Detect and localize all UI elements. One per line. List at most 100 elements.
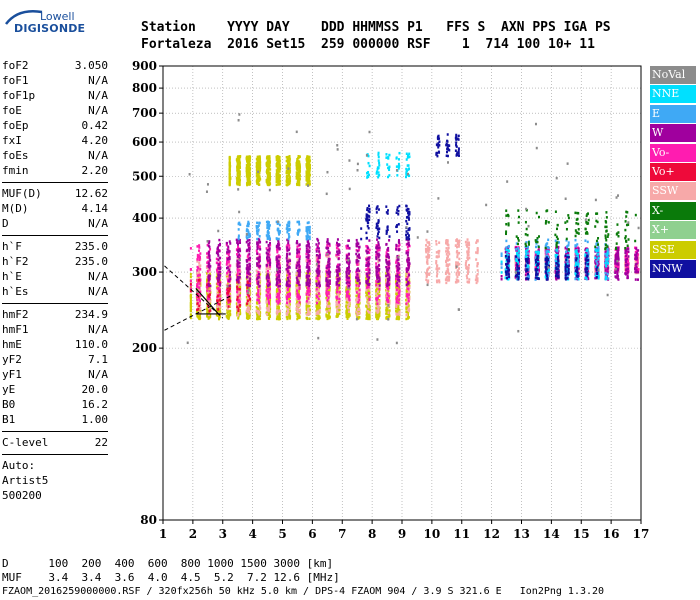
- echo-dot: [397, 286, 400, 290]
- echo-dot: [255, 165, 258, 168]
- echo-dot: [377, 258, 380, 262]
- echo-dot: [365, 257, 368, 260]
- echo-dot: [238, 170, 241, 173]
- echo-dot: [396, 259, 399, 262]
- echo-dot: [238, 281, 241, 284]
- echo-dot: [228, 161, 231, 165]
- echo-dot: [287, 278, 290, 281]
- echo-dot: [257, 282, 260, 285]
- echo-dot: [346, 317, 349, 320]
- echo-dot: [287, 180, 290, 184]
- echo-dot: [238, 300, 241, 303]
- echo-dot: [437, 279, 440, 282]
- echo-dot: [544, 261, 547, 265]
- echo-dot: [597, 270, 600, 274]
- echo-dot: [216, 307, 219, 311]
- echo-dot: [604, 263, 607, 267]
- echo-dot: [357, 302, 360, 306]
- echo-dot: [517, 269, 520, 272]
- echo-dot: [296, 172, 299, 176]
- echo-dot: [375, 290, 378, 294]
- echo-dot: [507, 262, 510, 265]
- echo-dot: [316, 310, 319, 313]
- echo-dot: [269, 168, 272, 171]
- echo-dot: [535, 254, 538, 258]
- echo-dot: [476, 264, 479, 268]
- echo-dot: [298, 315, 301, 318]
- echo-dot: [276, 258, 279, 262]
- echo-dot: [306, 259, 309, 262]
- echo-dot: [335, 295, 338, 298]
- echo-dot: [277, 177, 280, 180]
- param-value: N/A: [88, 368, 108, 381]
- echo-dot: [398, 275, 401, 278]
- echo-dot: [345, 311, 348, 315]
- echo-dot: [199, 311, 202, 315]
- echo-dot: [208, 285, 211, 288]
- echo-dot: [208, 311, 211, 314]
- echo-dot: [207, 315, 210, 318]
- echo-dot: [206, 286, 209, 289]
- echo-dot: [189, 304, 192, 308]
- echo-dot: [266, 261, 269, 265]
- echo-dot: [247, 168, 250, 171]
- echo-dot: [567, 271, 570, 275]
- echo-dot: [385, 312, 388, 315]
- echo-dot: [208, 314, 211, 318]
- grid-layer: [162, 65, 642, 521]
- echo-dot: [275, 257, 278, 261]
- echo-dot: [306, 159, 309, 163]
- echo-dot: [267, 304, 270, 308]
- echo-dot: [376, 311, 379, 314]
- echo-dot: [376, 302, 379, 306]
- header-labels: Station YYYY DAY DDD HHMMSS P1 FFS S AXN…: [141, 20, 611, 35]
- echo-dot: [506, 254, 509, 258]
- echo-dot: [446, 275, 449, 279]
- echo-dot: [378, 314, 381, 317]
- echo-dot: [515, 255, 518, 259]
- param-value: 235.0: [74, 240, 108, 253]
- echo-dot: [276, 175, 279, 179]
- echo-dot: [227, 290, 230, 293]
- echo-dot: [527, 271, 530, 274]
- echo-dot: [275, 155, 278, 159]
- echo-dot: [267, 312, 270, 316]
- echo-dot: [305, 178, 308, 182]
- echo-dot: [604, 259, 607, 262]
- echo-dot: [544, 262, 547, 265]
- echo-dot: [285, 311, 288, 315]
- echo-dot: [347, 277, 350, 280]
- echo-dot: [257, 284, 260, 287]
- echo-dot: [268, 172, 271, 176]
- echo-dot: [316, 303, 319, 306]
- echo-dot: [266, 290, 269, 294]
- echo-dot: [275, 173, 278, 177]
- echo-dot: [208, 307, 211, 310]
- echo-dot: [189, 275, 192, 279]
- echo-dot: [216, 305, 219, 308]
- echo-dot: [225, 315, 228, 318]
- echo-dot: [348, 273, 351, 276]
- echo-dot: [229, 278, 232, 282]
- echo-dot: [347, 306, 350, 310]
- echo-dot: [318, 294, 321, 298]
- echo-dot: [366, 259, 369, 262]
- echo-dot: [425, 261, 428, 264]
- echo-dot: [256, 170, 259, 173]
- echo-dot: [366, 305, 369, 308]
- echo-dot: [435, 261, 438, 265]
- echo-dot: [287, 273, 290, 277]
- echo-dot: [356, 289, 359, 292]
- echo-dot: [238, 297, 241, 301]
- echo-dot: [236, 278, 239, 281]
- echo-dot: [277, 284, 280, 288]
- echo-dot: [366, 314, 369, 317]
- echo-dot: [206, 313, 209, 316]
- echo-dot: [258, 258, 261, 261]
- echo-dot: [338, 280, 341, 284]
- echo-dot: [536, 255, 539, 259]
- echo-dot: [207, 276, 210, 279]
- echo-dot: [375, 279, 378, 283]
- echo-dot: [396, 316, 399, 320]
- echo-dot: [277, 181, 280, 185]
